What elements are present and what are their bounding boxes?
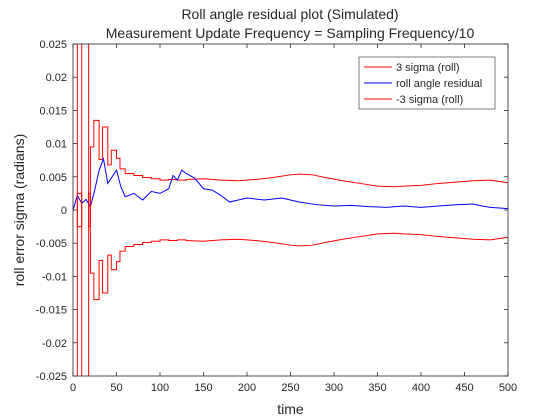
x-tick-label: 300 (325, 382, 343, 394)
x-tick-label: 350 (368, 382, 386, 394)
legend-label-3-sigma: 3 sigma (roll) (396, 62, 460, 74)
series-line-residual (73, 157, 508, 211)
y-tick-label: 0 (61, 205, 67, 217)
y-tick-label: -0.005 (36, 238, 67, 250)
x-tick-label: 50 (110, 382, 122, 394)
y-tick-label: 0.01 (46, 139, 67, 151)
legend: 3 sigma (roll) roll angle residual -3 si… (358, 56, 496, 110)
y-tick-label: -0.015 (36, 305, 67, 317)
x-axis-ticks: 0 50 100 150 200 250 300 350 400 450 500 (70, 44, 517, 394)
x-tick-label: 500 (499, 382, 517, 394)
x-axis-label: time (277, 401, 304, 417)
x-tick-label: 200 (238, 382, 256, 394)
series-layer (73, 44, 508, 376)
legend-label-minus-3-sigma: -3 sigma (roll) (396, 94, 463, 106)
x-tick-label: 450 (455, 382, 473, 394)
y-axis-ticks: -0.025 -0.02 -0.015 -0.01 -0.005 0 0.005 0.01 0.… (36, 39, 508, 383)
series-line-minus-3-sigma (76, 192, 508, 376)
y-tick-label: 0.02 (46, 72, 67, 84)
series-line-3-sigma (76, 44, 508, 228)
y-tick-label: -0.025 (36, 371, 67, 383)
y-tick-label: 0.025 (39, 39, 67, 51)
x-tick-label: 150 (194, 382, 212, 394)
y-tick-label: -0.02 (42, 338, 67, 350)
chart-title-line-2: Measurement Update Frequency = Sampling … (106, 25, 475, 41)
y-axis-label: roll error sigma (radians) (11, 134, 27, 286)
chart-title-line-1: Roll angle residual plot (Simulated) (181, 6, 398, 22)
y-tick-label: 0.005 (39, 172, 67, 184)
x-tick-label: 100 (151, 382, 169, 394)
x-tick-label: 250 (281, 382, 299, 394)
y-tick-label: 0.015 (39, 105, 67, 117)
x-tick-label: 0 (70, 382, 76, 394)
legend-label-residual: roll angle residual (396, 78, 482, 90)
x-tick-label: 400 (412, 382, 430, 394)
y-tick-label: -0.01 (42, 271, 67, 283)
